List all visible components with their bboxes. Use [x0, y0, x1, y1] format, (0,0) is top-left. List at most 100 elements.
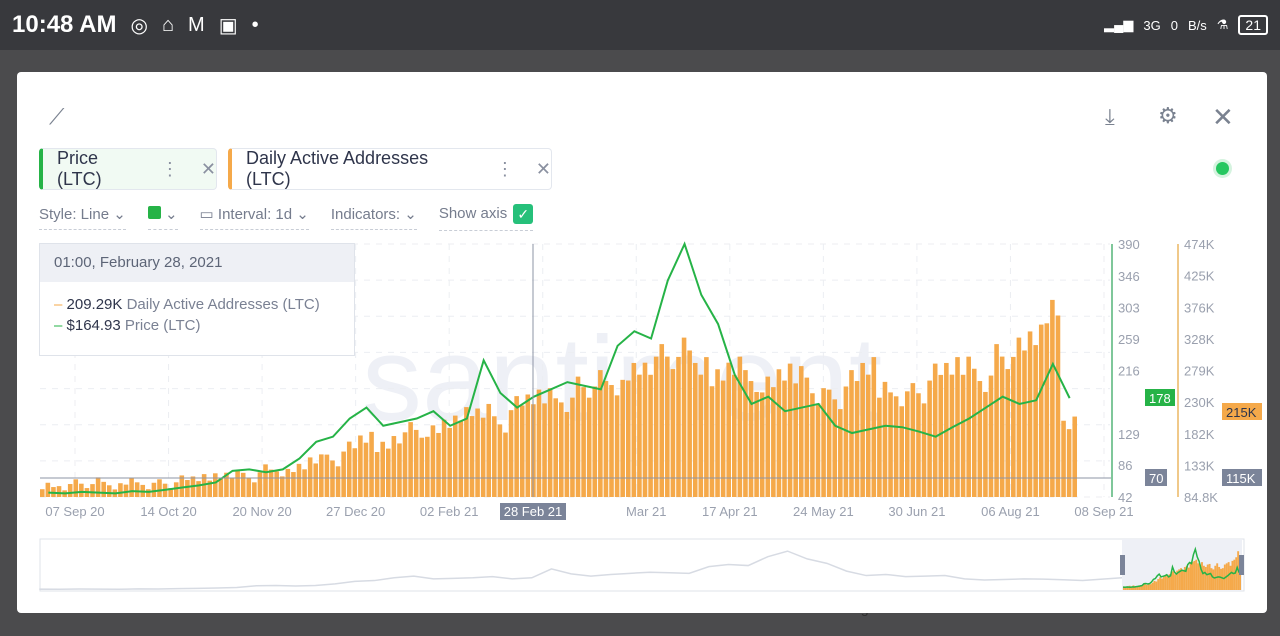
navigator-bar [1149, 584, 1152, 590]
daa-bar [782, 380, 787, 497]
daa-bar [402, 432, 408, 497]
daa-bar [955, 357, 960, 497]
navigator-bar [1227, 562, 1230, 590]
daa-bar [687, 350, 692, 497]
daa-bar [279, 476, 285, 497]
daa-bar [79, 483, 84, 497]
daa-bar [542, 403, 547, 497]
checkbox-checked-icon[interactable]: ✓ [513, 204, 534, 224]
daa-bar [45, 482, 51, 497]
show-axis-label: Show axis [438, 204, 508, 222]
daa-bar [893, 396, 899, 497]
navigator-bar [1206, 564, 1209, 590]
daa-tick-label: 230K [1184, 395, 1215, 410]
daa-bar [938, 374, 944, 497]
daa-bar [67, 484, 73, 497]
navigator-bar [1143, 583, 1146, 590]
daa-bar [341, 451, 346, 497]
crosshair-date-bg [500, 503, 566, 520]
daa-tick-label: 182K [1184, 427, 1215, 442]
daa-bar [642, 362, 648, 497]
daa-bar [709, 386, 715, 497]
close-icon[interactable]: ✕ [1212, 102, 1234, 132]
price-tick-label: 216 [1118, 364, 1140, 379]
daa-bar [854, 381, 860, 497]
style-dropdown[interactable]: Style: Line ⌄ [39, 205, 126, 230]
daa-tick-label: 376K [1184, 300, 1215, 315]
navigator-bar [1159, 577, 1162, 590]
daa-bar [748, 381, 754, 497]
remove-metric-icon[interactable]: ✕ [200, 158, 216, 179]
interval-dropdown[interactable]: ▭ Interval: 1d ⌄ [199, 205, 309, 230]
more-options-icon[interactable]: ⋮ [160, 158, 179, 179]
metric-chip-daa[interactable]: Daily Active Addresses (LTC) ⋮ ✕ [228, 148, 552, 190]
daa-bar [765, 376, 771, 497]
daa-bar [118, 483, 123, 497]
daa-bar [207, 480, 212, 497]
navigator-bar [1166, 576, 1169, 590]
daa-bar [603, 381, 609, 497]
daa-bar [592, 386, 598, 497]
more-options-icon[interactable]: ⋮ [495, 158, 514, 179]
remove-metric-icon[interactable]: ✕ [535, 158, 551, 179]
navigator-bar [1145, 584, 1148, 590]
navigator-bar [1180, 568, 1182, 590]
daa-bar [625, 380, 631, 497]
navigator-bar [1231, 560, 1234, 590]
daa-bar [871, 357, 877, 497]
navigator-bar [1147, 583, 1150, 590]
indicators-dropdown[interactable]: Indicators: ⌄ [330, 205, 417, 230]
price-crosshair-badge: 70 [1149, 471, 1163, 486]
daa-bar [787, 363, 793, 497]
daa-bar [123, 484, 129, 497]
daa-bar [960, 374, 966, 497]
x-tick-label: 17 Apr 21 [702, 504, 758, 519]
show-axis-toggle[interactable]: Show axis ✓ [438, 204, 534, 231]
navigator-bar [1204, 566, 1207, 590]
chart-options: Style: Line ⌄ ⌄ ▭ Interval: 1d ⌄ Indicat… [39, 204, 534, 231]
color-dropdown[interactable]: ⌄ [147, 205, 178, 230]
daa-bar [877, 397, 882, 497]
daa-bar [570, 397, 575, 497]
daa-current-badge-bg [1222, 403, 1262, 420]
daa-bar [1038, 324, 1044, 497]
daa-bar [737, 356, 743, 497]
daa-bar [1072, 416, 1077, 497]
daa-bar [201, 474, 207, 497]
navigator-bar [1172, 571, 1175, 590]
daa-bar [408, 422, 413, 497]
powerpoint-icon: ▣ [218, 14, 238, 37]
daa-bar [268, 469, 274, 497]
navigator-bar [1126, 586, 1129, 590]
daa-bar [157, 479, 162, 497]
daa-bar [447, 427, 452, 497]
x-tick-label: Mar 21 [626, 504, 666, 519]
daa-bar [168, 488, 173, 497]
daa-bar [665, 356, 670, 497]
daa-bar [229, 477, 235, 497]
daa-bar [213, 473, 218, 497]
dot-icon: • [251, 13, 259, 36]
daa-bar [441, 419, 447, 497]
daa-bar [692, 362, 698, 497]
daa-bar [503, 432, 508, 497]
daa-bar [715, 369, 720, 497]
share-link-icon[interactable]: ⟋ [49, 104, 65, 129]
color-swatch [147, 206, 161, 219]
daa-tick-label: 279K [1184, 364, 1215, 379]
metric-chip-price[interactable]: Price (LTC) ⋮ ✕ [39, 148, 217, 190]
download-icon[interactable]: ⤓ [1105, 104, 1115, 129]
daa-bar [346, 441, 352, 497]
shirt-icon: ⌂ [161, 13, 175, 36]
daa-bar [815, 403, 821, 497]
daa-bar [419, 437, 425, 497]
settings-gear-icon[interactable]: ⚙ [1158, 103, 1178, 128]
navigator-bar [1187, 567, 1190, 590]
crosshair-date-label: 28 Feb 21 [504, 504, 563, 519]
navigator-bar [1134, 586, 1137, 590]
daa-bar [1066, 429, 1072, 497]
price-tick-label: 129 [1118, 427, 1140, 442]
daa-bar [313, 463, 319, 497]
navigator-bar [1140, 585, 1143, 590]
